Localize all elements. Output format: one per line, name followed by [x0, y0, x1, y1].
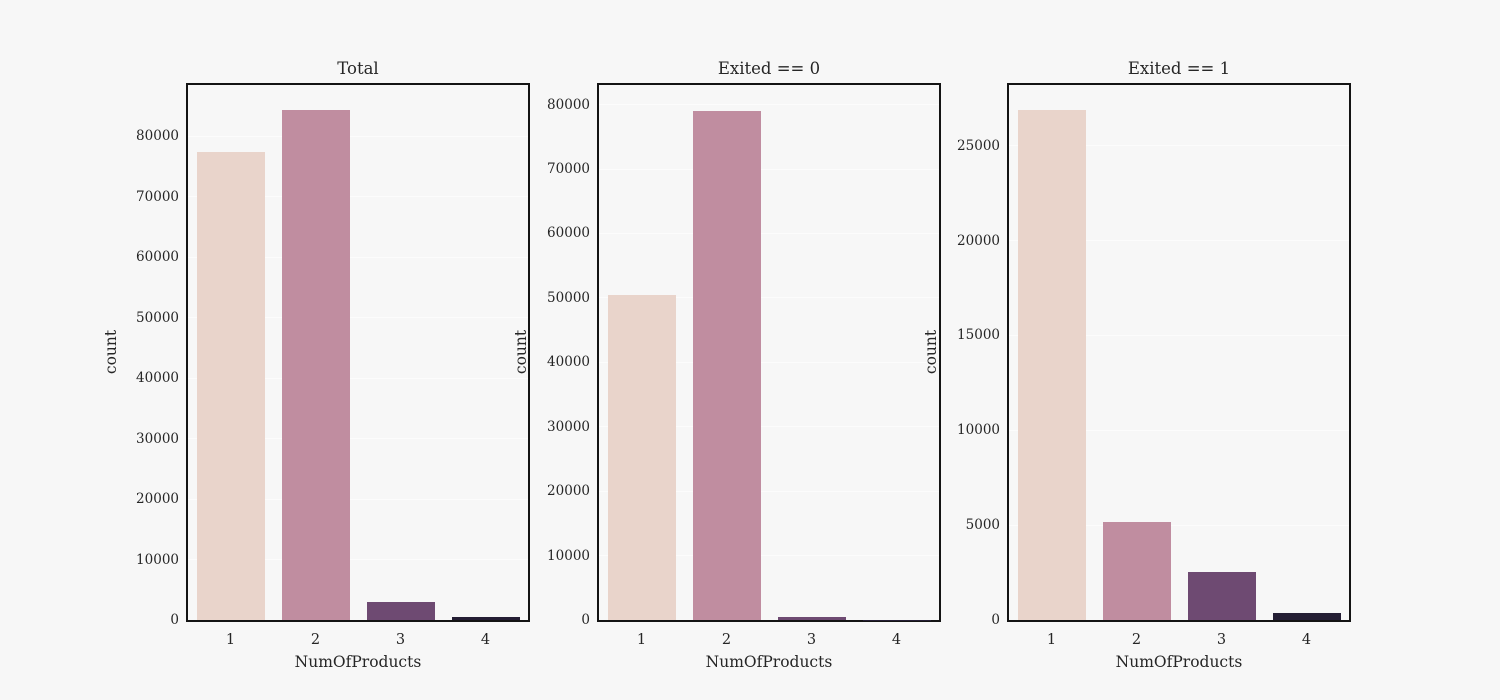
- x-tick-label: 2: [1131, 632, 1142, 648]
- y-tick-label: 10000: [547, 547, 590, 564]
- gridline: [188, 377, 528, 379]
- y-tick-label: 10000: [957, 422, 1000, 439]
- gridline: [188, 196, 528, 198]
- gridline: [599, 297, 939, 299]
- gridline: [1009, 334, 1349, 336]
- bar-numofproducts-2: [692, 110, 761, 620]
- bar-numofproducts-3: [1187, 572, 1256, 620]
- bar-numofproducts-4: [1272, 612, 1341, 620]
- y-tick-label: 0: [170, 612, 179, 628]
- gridline: [188, 135, 528, 137]
- y-tick-label: 30000: [547, 418, 590, 435]
- y-tick-label: 50000: [136, 309, 179, 326]
- x-tick-label: 3: [1216, 632, 1227, 648]
- axes-total: 0 10000 20000 30000 40000 50000 60000 70000 8000…: [136, 83, 530, 648]
- gridline: [1009, 145, 1349, 147]
- x-tick-label: 4: [480, 632, 491, 648]
- bar-numofproducts-2: [281, 110, 350, 620]
- plot-title-exited-1: Exited == 1: [1127, 59, 1231, 78]
- gridline: [1009, 524, 1349, 526]
- gridline: [188, 317, 528, 319]
- x-tick-label: 1: [225, 632, 236, 648]
- y-tick-label: 10000: [136, 551, 179, 568]
- y-axis-label-total: count: [102, 329, 120, 375]
- x-tick-label: 3: [806, 632, 817, 648]
- y-tick-label: 20000: [547, 483, 590, 500]
- axes-exited-0: 0 10000 20000 30000 40000 50000 60000 70000 8000…: [547, 83, 941, 648]
- gridline: [188, 559, 528, 560]
- gridline: [1009, 429, 1349, 431]
- y-tick-label: 80000: [547, 96, 590, 113]
- bar-numofproducts-3: [777, 617, 846, 620]
- y-axis-label-exited-0: count: [512, 329, 530, 375]
- y-tick-label: 30000: [136, 430, 179, 447]
- y-tick-label: 0: [581, 612, 590, 628]
- y-axis-label-exited-1: count: [922, 329, 940, 375]
- bar-numofproducts-1: [607, 294, 676, 620]
- bar-numofproducts-4: [451, 617, 520, 620]
- plot-title-total: Total: [337, 59, 379, 78]
- x-axis-label-total: NumOfProducts: [294, 653, 422, 671]
- axes-exited-1: 0 5000 10000 15000 20000 25000 1 2 3 4: [957, 83, 1351, 648]
- y-tick-label: 20000: [957, 232, 1000, 249]
- y-tick-label: 25000: [957, 137, 1000, 154]
- plot-title-exited-0: Exited == 0: [717, 59, 821, 78]
- y-tick-label: 60000: [136, 249, 179, 266]
- gridline: [599, 490, 939, 492]
- bar-numofproducts-4: [862, 619, 931, 620]
- gridline: [599, 168, 939, 170]
- x-axis-label-exited-1: NumOfProducts: [1115, 653, 1243, 671]
- y-tick-label: 80000: [136, 128, 179, 145]
- bar-numofproducts-2: [1102, 522, 1171, 620]
- x-tick-label: 2: [310, 632, 321, 648]
- bar-numofproducts-1: [196, 152, 265, 620]
- y-tick-label: 15000: [957, 327, 1000, 344]
- gridline: [1009, 240, 1349, 242]
- y-tick-label: 20000: [136, 491, 179, 508]
- bar-numofproducts-3: [366, 601, 435, 620]
- x-tick-label: 4: [1301, 632, 1312, 648]
- gridline: [599, 426, 939, 428]
- y-tick-label: 40000: [136, 370, 179, 387]
- gridline: [599, 361, 939, 363]
- gridline: [188, 256, 528, 258]
- y-tick-label: 5000: [965, 517, 1000, 534]
- y-tick-label: 60000: [547, 225, 590, 242]
- x-tick-label: 3: [395, 632, 406, 648]
- y-tick-label: 70000: [547, 161, 590, 178]
- gridline: [188, 498, 528, 500]
- x-axis-label-exited-0: NumOfProducts: [705, 653, 833, 671]
- gridline: [599, 104, 939, 106]
- y-tick-label: 40000: [547, 354, 590, 371]
- x-tick-label: 1: [636, 632, 647, 648]
- gridline: [188, 438, 528, 440]
- x-tick-label: 2: [721, 632, 732, 648]
- y-tick-label: 0: [991, 612, 1000, 628]
- x-tick-label: 4: [891, 632, 902, 648]
- bar-numofproducts-1: [1017, 110, 1086, 620]
- y-tick-label: 50000: [547, 289, 590, 306]
- x-tick-label: 1: [1046, 632, 1057, 648]
- y-tick-label: 70000: [136, 188, 179, 205]
- gridline: [599, 232, 939, 234]
- gridline: [599, 555, 939, 557]
